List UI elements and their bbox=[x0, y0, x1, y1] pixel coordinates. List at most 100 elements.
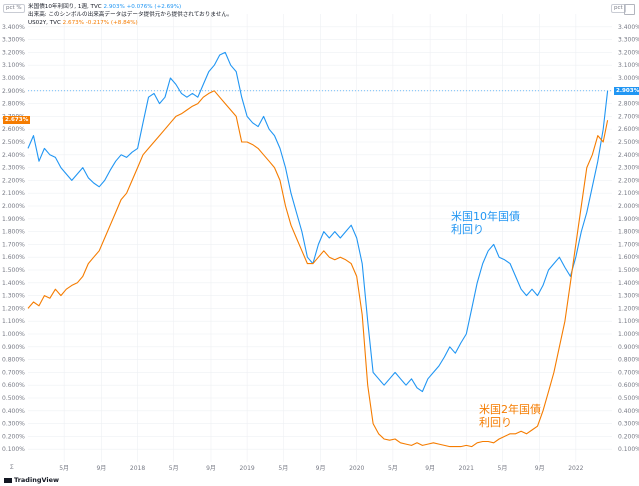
series-us2y-line[interactable] bbox=[27, 90, 609, 448]
y-tick-label: 2.800% bbox=[2, 101, 25, 108]
unit-right-label[interactable]: pct bbox=[611, 4, 626, 13]
y-tick-label: 2.900% bbox=[2, 88, 25, 95]
y-tick-label: 3.000% bbox=[618, 75, 639, 82]
y-axis-left: 0.100% 0.200% 0.300% 0.400% 0.500% 0.600% 0.70… bbox=[2, 24, 25, 453]
y-tick-label: 2.000% bbox=[618, 203, 639, 210]
y-tick-label: 0.300% bbox=[618, 421, 639, 428]
y-tick-label: 1.000% bbox=[2, 331, 25, 338]
y-tick-label: 2.100% bbox=[2, 190, 25, 197]
x-tick-label: 5月 bbox=[169, 465, 179, 472]
us02y-last-price-tag: 2.673% bbox=[3, 116, 31, 125]
x-tick-label: 9月 bbox=[206, 465, 216, 472]
y-tick-label: 1.800% bbox=[2, 229, 25, 236]
x-tick-label: 5月 bbox=[278, 465, 288, 472]
us10y-last-price-tag: 2.903% bbox=[614, 86, 639, 95]
y-tick-label: 0.600% bbox=[2, 382, 25, 389]
y-tick-label: 0.300% bbox=[2, 421, 25, 428]
y-tick-label: 0.100% bbox=[618, 446, 639, 453]
y-tick-label: 0.900% bbox=[618, 344, 639, 351]
series-group bbox=[27, 51, 609, 448]
tradingview-icon bbox=[4, 477, 12, 483]
scale-toggle[interactable]: Σ bbox=[10, 465, 14, 471]
y-tick-label: 3.000% bbox=[2, 75, 25, 82]
y-tick-label: 1.200% bbox=[618, 305, 639, 312]
y-tick-label: 0.700% bbox=[2, 369, 25, 376]
y-tick-label: 2.800% bbox=[618, 101, 639, 108]
annotation-us2y: 米国2年国債 利回り bbox=[479, 403, 541, 429]
y-tick-label: 0.700% bbox=[618, 369, 639, 376]
y-tick-label: 1.300% bbox=[618, 293, 639, 300]
y-tick-label: 1.200% bbox=[2, 305, 25, 312]
y-tick-label: 2.000% bbox=[2, 203, 25, 210]
y-tick-label: 3.400% bbox=[2, 24, 25, 31]
y-tick-label: 3.200% bbox=[2, 49, 25, 56]
y-tick-label: 2.500% bbox=[618, 139, 639, 146]
y-tick-label: 2.500% bbox=[2, 139, 25, 146]
y-tick-label: 2.600% bbox=[2, 126, 25, 133]
annotation-us10y: 米国10年国債 利回り bbox=[451, 210, 520, 236]
y-tick-label: 1.700% bbox=[618, 241, 639, 248]
y-tick-label: 0.500% bbox=[2, 395, 25, 402]
x-tick-label: 5月 bbox=[59, 465, 69, 472]
y-tick-label: 1.900% bbox=[618, 216, 639, 223]
x-tick-label: 2021 bbox=[459, 465, 474, 472]
legend-us02y-name: US02Y, TVC bbox=[28, 20, 61, 26]
y-tick-label: 2.400% bbox=[618, 152, 639, 159]
y-tick-label: 3.300% bbox=[2, 37, 25, 44]
y-tick-label: 1.800% bbox=[618, 229, 639, 236]
legend: 米国債10年利回り, 1週, TVC 2.903% +0.076% (+2.69… bbox=[28, 3, 233, 27]
y-tick-label: 3.100% bbox=[618, 62, 639, 69]
y-tick-label: 0.600% bbox=[618, 382, 639, 389]
legend-us10y-values: 2.903% +0.076% (+2.69%) bbox=[103, 4, 182, 10]
y-tick-label: 1.100% bbox=[618, 318, 639, 325]
y-tick-label: 2.200% bbox=[618, 177, 639, 184]
y-tick-label: 3.100% bbox=[2, 62, 25, 69]
x-tick-label: 5月 bbox=[498, 465, 508, 472]
legend-us02y-values: 2.673% -0.217% (+8.84%) bbox=[62, 20, 138, 26]
y-tick-label: 3.400% bbox=[618, 24, 639, 31]
series-us10y-line[interactable] bbox=[27, 51, 609, 393]
y-tick-label: 0.900% bbox=[2, 344, 25, 351]
tradingview-logo: TradingView bbox=[4, 476, 59, 484]
y-tick-label: 1.400% bbox=[2, 280, 25, 287]
y-tick-label: 2.400% bbox=[2, 152, 25, 159]
x-tick-label: 2018 bbox=[130, 465, 145, 472]
y-tick-label: 2.700% bbox=[618, 113, 639, 120]
y-tick-label: 1.500% bbox=[2, 267, 25, 274]
legend-volume-note: 出来高: このシンボルの出来高データはデータ提供元から提供されておりません。 bbox=[28, 12, 233, 18]
y-tick-label: 2.100% bbox=[618, 190, 639, 197]
y-axis-right: 0.100% 0.200% 0.300% 0.400% 0.500% 0.600% 0.70… bbox=[618, 24, 639, 453]
y-tick-label: 1.900% bbox=[2, 216, 25, 223]
legend-us10y-name: 米国債10年利回り, 1週, TVC bbox=[28, 4, 102, 10]
y-tick-label: 2.300% bbox=[618, 165, 639, 172]
y-tick-label: 1.000% bbox=[618, 331, 639, 338]
y-tick-label: 3.300% bbox=[618, 37, 639, 44]
y-tick-label: 1.300% bbox=[2, 293, 25, 300]
y-tick-label: 1.400% bbox=[618, 280, 639, 287]
y-tick-label: 1.600% bbox=[2, 254, 25, 261]
x-tick-label: 2019 bbox=[239, 465, 254, 472]
y-tick-label: 3.200% bbox=[618, 49, 639, 56]
x-tick-label: 2020 bbox=[349, 465, 364, 472]
y-tick-label: 0.200% bbox=[618, 433, 639, 440]
y-tick-label: 2.300% bbox=[2, 165, 25, 172]
x-tick-label: 2022 bbox=[568, 465, 583, 472]
y-tick-label: 1.700% bbox=[2, 241, 25, 248]
y-tick-label: 0.500% bbox=[618, 395, 639, 402]
x-tick-label: 9月 bbox=[96, 465, 106, 472]
y-tick-label: 0.400% bbox=[618, 408, 639, 415]
grid-lines bbox=[28, 14, 612, 462]
y-tick-label: 0.800% bbox=[2, 357, 25, 364]
x-tick-label: 5月 bbox=[388, 465, 398, 472]
y-tick-label: 0.400% bbox=[2, 408, 25, 415]
y-tick-label: 2.200% bbox=[2, 177, 25, 184]
y-tick-label: 0.200% bbox=[2, 433, 25, 440]
y-tick-label: 1.500% bbox=[618, 267, 639, 274]
unit-left-label[interactable]: pct % bbox=[3, 4, 25, 13]
y-tick-label: 1.100% bbox=[2, 318, 25, 325]
y-tick-label: 0.100% bbox=[2, 446, 25, 453]
settings-icon[interactable] bbox=[624, 4, 635, 15]
y-tick-label: 1.600% bbox=[618, 254, 639, 261]
x-axis: 5月 9月 2018 5月 9月 2019 5月 9月 2020 5月 9月 2021 5月 9月 2022 bbox=[59, 465, 583, 472]
